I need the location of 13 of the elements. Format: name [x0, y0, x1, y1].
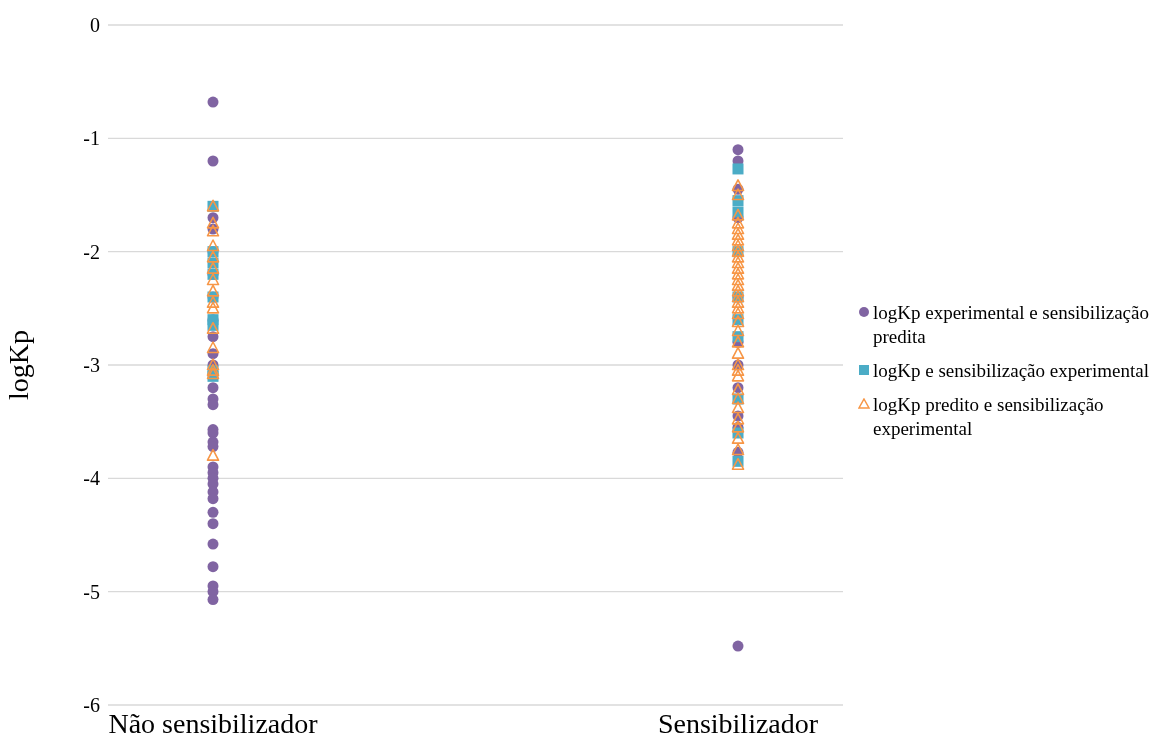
legend-label: logKp experimental e sensibilização predita	[873, 300, 1150, 349]
x-tick-label: Não sensibilizador	[108, 707, 319, 739]
y-tick-label: -5	[83, 580, 100, 603]
y-axis-title: logKp	[2, 330, 34, 400]
y-tick-label: -3	[83, 354, 100, 377]
y-tick-label: -1	[83, 127, 100, 150]
legend-label: logKp predito e sensibilização experimental	[873, 392, 1105, 441]
y-tick-label: -4	[83, 467, 100, 490]
x-tick-label: Sensibilizador	[657, 707, 819, 739]
legend-label: logKp e sensibilização experimental	[873, 358, 1149, 383]
y-tick-label: -2	[83, 240, 100, 263]
y-tick-label: 0	[90, 14, 100, 37]
y-tick-label: -6	[83, 694, 100, 717]
